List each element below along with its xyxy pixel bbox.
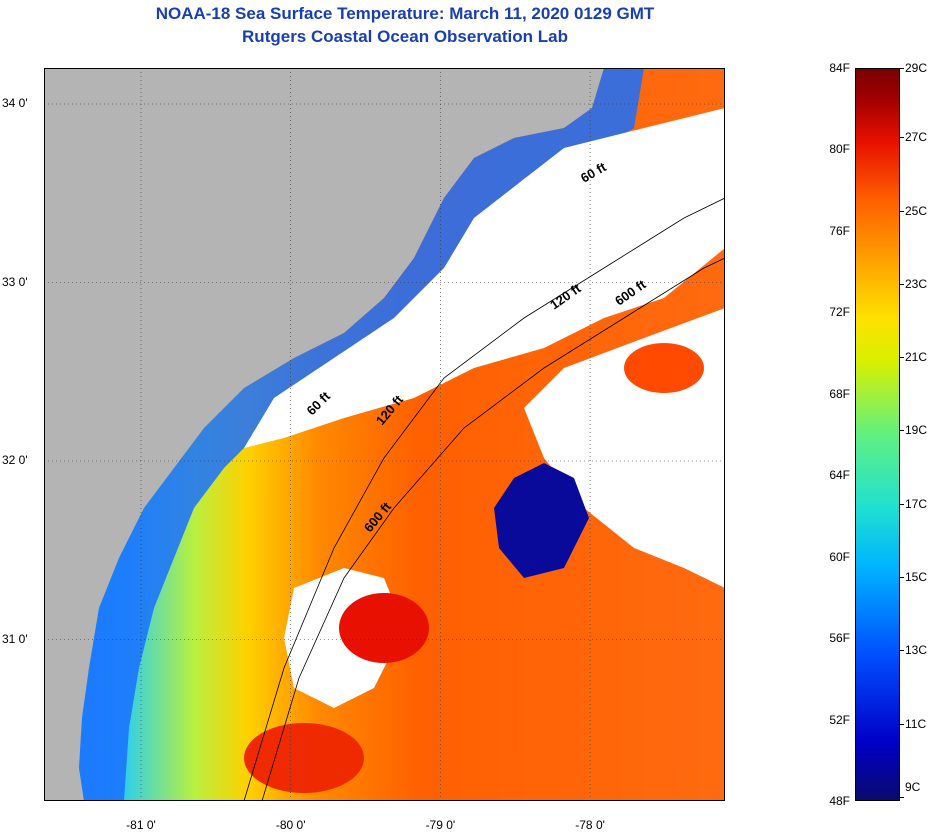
lat-lon-grid — [44, 68, 725, 801]
sst-map: 60 ft 120 ft 600 ft 600 ft 120 ft 60 ft — [44, 68, 725, 801]
celsius-tick-label: 13C — [905, 643, 928, 658]
celsius-tick-label: 19C — [905, 423, 928, 438]
longitude-label: -80 0' — [275, 818, 306, 832]
celsius-tick — [900, 68, 904, 69]
warm-patch — [624, 343, 704, 393]
cloud-cover-north — [244, 108, 725, 448]
celsius-tick-label: 25C — [905, 203, 928, 218]
fahrenheit-tick-label: 56F — [829, 631, 850, 646]
celsius-tick — [900, 430, 904, 432]
fahrenheit-tick-label: 84F — [829, 61, 850, 75]
celsius-tick — [900, 357, 904, 359]
nearshore-cold-water — [79, 68, 644, 801]
fahrenheit-tick-label: 64F — [829, 468, 850, 483]
celsius-tick — [900, 137, 904, 139]
land-mass — [44, 68, 604, 801]
latitude-label: 34 0' — [2, 96, 28, 110]
celsius-tick — [900, 577, 904, 579]
fahrenheit-tick-label: 68F — [829, 386, 850, 401]
map-frame — [44, 68, 725, 801]
celsius-tick-label: 11C — [905, 716, 927, 731]
longitude-label: -79 0' — [425, 818, 456, 832]
celsius-tick-label: 29C — [905, 61, 928, 75]
latitude-label: 33 0' — [2, 274, 28, 289]
celsius-tick-label: 27C — [905, 130, 928, 145]
celsius-tick — [900, 650, 904, 652]
fahrenheit-tick-label: 72F — [829, 305, 850, 320]
isobath-120ft — [243, 197, 725, 801]
celsius-tick-label: 21C — [905, 350, 928, 365]
fahrenheit-tick-label: 80F — [829, 142, 850, 157]
fahrenheit-tick-label: 76F — [829, 223, 850, 238]
celsius-tick — [900, 723, 904, 725]
latitude-label: 32 0' — [2, 453, 28, 467]
celsius-tick — [900, 283, 904, 285]
celsius-tick — [900, 210, 904, 212]
warm-patch — [339, 593, 429, 663]
sst-map-canvas: 60 ft 120 ft 600 ft 600 ft 120 ft 60 ft — [44, 68, 725, 801]
latitude-label: 31 0' — [2, 631, 28, 646]
map-subtitle: Rutgers Coastal Ocean Observation Lab — [242, 27, 568, 46]
longitude-label: -81 0' — [126, 818, 156, 832]
celsius-tick-label: 15C — [905, 570, 928, 585]
isobath-600ft — [261, 257, 725, 801]
celsius-tick-label: 9C — [905, 780, 921, 794]
fahrenheit-tick-label: 52F — [829, 712, 850, 727]
temperature-colorbar — [855, 68, 900, 801]
celsius-tick — [900, 796, 904, 798]
celsius-tick-label: 17C — [905, 496, 928, 511]
fahrenheit-tick-label: 48F — [829, 794, 850, 808]
map-title: NOAA-18 Sea Surface Temperature: March 1… — [155, 4, 655, 23]
celsius-tick-label: 23C — [905, 276, 928, 291]
celsius-tick — [900, 503, 904, 505]
longitude-label: -78 0' — [575, 818, 605, 832]
cold-eddy — [494, 463, 589, 578]
warm-patch — [244, 723, 364, 793]
fahrenheit-tick-label: 60F — [829, 549, 850, 564]
